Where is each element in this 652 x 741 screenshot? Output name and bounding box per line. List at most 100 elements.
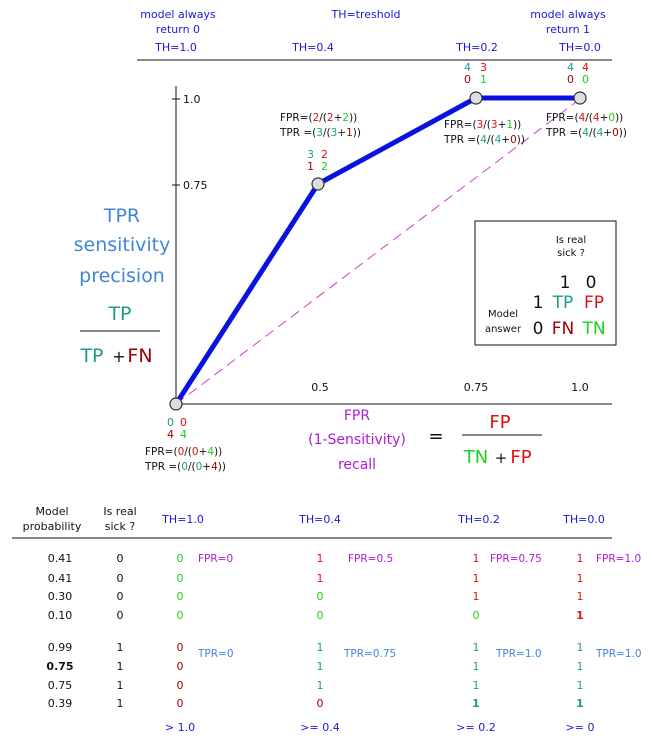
table-cell-th-1: 0	[177, 679, 184, 692]
svg-text:0: 0	[567, 73, 574, 86]
matrix-cell-tp: TP	[552, 293, 574, 313]
roc-point-1	[169, 397, 183, 411]
table-cell-th-3: 1	[473, 552, 480, 565]
table-cell-real-sick: 1	[117, 641, 124, 654]
table-cell-th-4: 1	[577, 552, 584, 565]
point-2-tpr: TPR =(3/(3+1))	[279, 127, 361, 139]
svg-text:4: 4	[180, 428, 187, 441]
table-cell-probability: 0.75	[48, 679, 73, 692]
always-one-label-line1: model always	[530, 8, 606, 21]
th-label-4: TH=0.0	[558, 41, 601, 54]
fpr-formula: FPR (1-Sensitivity) recall	[308, 408, 406, 473]
table-cell-th-2: 1	[317, 660, 324, 673]
table-cell-probability: 0.10	[48, 609, 73, 622]
sensitivity-label: sensitivity	[74, 234, 171, 256]
table-cell-th-4: 1	[577, 572, 584, 585]
fpr-den-plus: +	[495, 449, 508, 467]
point-2-fpr: FPR=(2/(2+2))	[280, 112, 357, 124]
table-cell-real-sick: 1	[117, 660, 124, 673]
tpr-numerator: TP	[107, 303, 131, 325]
matrix-cell-tn: TN	[581, 319, 605, 339]
x-tick-label-05: 0.5	[311, 381, 329, 394]
table-cell-th-1: 0	[177, 697, 184, 710]
table-tpr-value-3: TPR=1.0	[495, 648, 542, 660]
th-label-3: TH=0.2	[455, 41, 498, 54]
table-cell-th-3: 1	[473, 660, 480, 673]
table-header-th-1: TH=1.0	[161, 513, 204, 526]
table-cell-th-3: 1	[473, 572, 480, 585]
svg-text:4: 4	[567, 61, 574, 74]
precision-label: precision	[79, 265, 165, 287]
table-cell-th-4: 1	[577, 679, 584, 692]
y-tick-label-1: 1.0	[183, 93, 201, 106]
roc-point-2	[311, 177, 325, 191]
svg-text:2: 2	[321, 160, 328, 173]
table-cell-th-1: 0	[177, 590, 184, 603]
table-cell-th-2: 1	[317, 641, 324, 654]
table-cell-th-3: 1	[472, 697, 480, 710]
table-cell-th-4: 1	[577, 641, 584, 654]
matrix-col-header-line1: Is real	[556, 235, 586, 246]
table-cell-th-3: 0	[473, 609, 480, 622]
roc-point-3	[469, 91, 483, 105]
tpr-formula: TPR sensitivity precision TP	[74, 205, 171, 325]
table-header-th-3: TH=0.2	[457, 513, 500, 526]
roc-curve	[173, 95, 580, 406]
table-footer-rule-2: >= 0.4	[300, 721, 339, 734]
fpr-equals: =	[428, 426, 443, 447]
table-cell-th-1: 0	[177, 660, 184, 673]
table-cell-probability: 0.41	[48, 572, 73, 585]
table-cell-th-1: 0	[177, 572, 184, 585]
matrix-col-value-0: 0	[586, 273, 597, 293]
table-tpr-value-2: TPR=0.75	[343, 648, 396, 660]
table-header-th-2: TH=0.4	[298, 513, 341, 526]
table-cell-real-sick: 0	[117, 590, 124, 603]
table-cell-real-sick: 1	[117, 679, 124, 692]
table-rows: 0.41 0 0 1 1 1 0.41 0 0 1 1 1 0.30 0 0 0 1 1 0.10 0 0 0 0 1 0.99…	[46, 552, 641, 734]
table-cell-th-4: 1	[576, 697, 584, 710]
point-2-counts: 3 2 1 2	[307, 148, 328, 173]
table-cell-real-sick: 0	[117, 552, 124, 565]
svg-text:2: 2	[321, 148, 328, 161]
table-cell-th-3: 1	[473, 590, 480, 603]
table-cell-th-4: 1	[576, 609, 584, 622]
table-footer-rule-1: > 1.0	[165, 721, 195, 734]
threshold-table: Model probability Is real sick ? TH=1.0 …	[12, 505, 642, 734]
svg-text:4: 4	[167, 428, 174, 441]
table-cell-real-sick: 0	[117, 572, 124, 585]
tpr-den-plus: +	[112, 347, 125, 366]
table-header-prob-line2: probability	[23, 520, 82, 533]
threshold-label: TH=treshold	[330, 8, 400, 21]
confusion-matrix: Is real sick ? 1 0 Model answer 1 0 TP F…	[485, 235, 606, 339]
fpr-den-tn: TN	[463, 447, 488, 468]
always-one-label-line2: return 1	[546, 23, 590, 36]
svg-text:0: 0	[464, 73, 471, 86]
matrix-row-header-line2: answer	[485, 324, 522, 335]
table-header-sick-line1: Is real	[103, 505, 136, 518]
point-3-fpr: FPR=(3/(3+1))	[444, 119, 521, 131]
table-cell-th-2: 0	[317, 609, 324, 622]
table-cell-th-1: 0	[177, 609, 184, 622]
svg-text:3: 3	[307, 148, 314, 161]
tpr-den-tp: TP	[79, 345, 103, 367]
always-zero-label-line1: model always	[140, 8, 216, 21]
x-tick-label-075: 0.75	[464, 381, 489, 394]
table-cell-th-1: 0	[177, 641, 184, 654]
svg-text:0: 0	[167, 416, 174, 429]
svg-text:1: 1	[307, 160, 314, 173]
random-diagonal	[175, 98, 581, 405]
table-header-prob-line1: Model	[35, 505, 68, 518]
table-fpr-value-3: FPR=0.75	[490, 553, 542, 565]
chart-axes	[172, 86, 612, 405]
point-4-tpr: TPR =(4/(4+0))	[545, 127, 627, 139]
table-footer-rule-4: >= 0	[566, 721, 595, 734]
th-label-1: TH=1.0	[154, 41, 197, 54]
fpr-label: FPR	[344, 408, 370, 424]
table-fpr-value-2: FPR=0.5	[348, 553, 393, 565]
table-cell-th-4: 1	[577, 590, 584, 603]
table-cell-probability: 0.75	[46, 660, 73, 673]
matrix-col-header-line2: sick ?	[557, 248, 585, 259]
recall-label: recall	[338, 457, 376, 473]
table-fpr-value-4: FPR=1.0	[596, 553, 641, 565]
